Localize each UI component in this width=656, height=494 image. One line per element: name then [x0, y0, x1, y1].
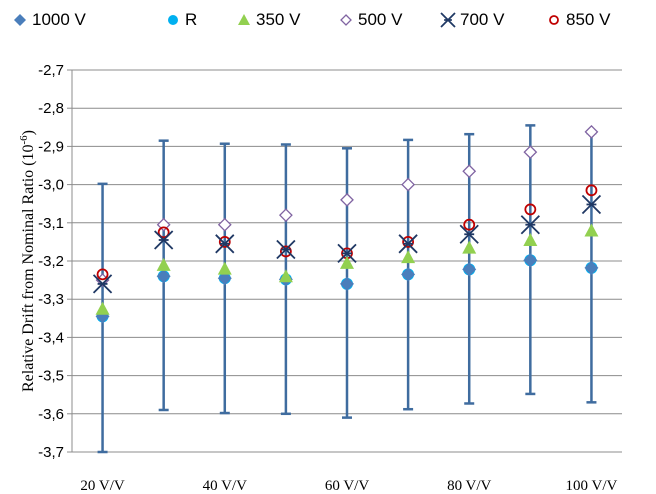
legend-marker-diamond-icon [14, 14, 26, 26]
y-tick-label: -3,5 [38, 368, 64, 385]
point-350-v [401, 250, 416, 264]
point-500-v [584, 124, 599, 139]
point-350-v [278, 269, 293, 283]
legend-label: 1000 V [32, 10, 86, 29]
legend-item-850-v: 850 V [546, 10, 610, 30]
legend-marker-star-icon [440, 12, 456, 28]
y-tick-label: -3,6 [38, 406, 64, 423]
point-500-v [278, 208, 293, 223]
y-tick-label: -3,1 [38, 215, 64, 232]
point-500-v [217, 217, 232, 232]
point-350-v [156, 257, 171, 271]
point-1000-v [156, 269, 171, 284]
point-1000-v [462, 262, 477, 277]
series-700-v [92, 194, 602, 294]
point-350-v [95, 301, 110, 315]
legend-label: 700 V [460, 10, 505, 29]
point-500-v [462, 164, 477, 179]
point-500-v [340, 192, 354, 207]
point-350-v [523, 232, 538, 246]
series-500-v [95, 124, 599, 288]
point-700-v [459, 224, 479, 244]
y-tick-label: -3,3 [38, 291, 64, 308]
legend-item-r: R [165, 10, 197, 30]
point-850-v [218, 235, 231, 248]
point-1000-v [217, 271, 232, 286]
point-700-v [398, 234, 418, 254]
legend: 1000 V R 350 V 500 V 700 V 850 V [0, 0, 656, 40]
point-700-v [520, 215, 540, 235]
legend-marker-open-diamond-icon [340, 14, 352, 26]
legend-label: R [185, 10, 198, 29]
point-700-v [154, 230, 174, 250]
legend-marker-triangle-icon [238, 14, 250, 25]
point-850-v [157, 226, 170, 239]
point-850-v [96, 268, 109, 281]
y-tick-label: -3,2 [38, 253, 64, 270]
legend-item-700-v: 700 V [440, 10, 504, 30]
y-axis-title: Relative Drift from Nominal Ratio (10-6) [18, 130, 37, 392]
x-tick-label: 40 V/V [203, 478, 247, 494]
y-tick-label: -3,0 [38, 177, 64, 194]
point-850-v [402, 235, 415, 248]
y-tick-label: -2,7 [38, 62, 64, 79]
point-350-v [340, 255, 354, 269]
series-1000-v [95, 253, 599, 324]
point-700-v [215, 234, 235, 254]
point-1000-v [523, 253, 538, 268]
point-700-v [276, 239, 296, 260]
point-850-v [463, 218, 476, 231]
legend-label: 850 V [566, 10, 611, 29]
point-500-v [523, 145, 538, 160]
legend-item-350-v: 350 V [236, 10, 300, 30]
legend-marker-open-circle-icon [549, 15, 559, 25]
y-tick-label: -2,9 [38, 138, 64, 155]
point-850-v [279, 245, 292, 258]
series-350-v [95, 223, 599, 315]
point-500-v [401, 177, 416, 192]
point-1000-v [401, 267, 416, 282]
legend-item-500-v: 500 V [338, 10, 402, 30]
point-350-v [462, 240, 477, 254]
x-tick-label: 80 V/V [447, 478, 491, 494]
point-850-v [585, 184, 598, 197]
legend-label: 500 V [358, 10, 403, 29]
legend-item-1000-v: 1000 V [12, 10, 86, 30]
point-1000-v [340, 276, 354, 291]
point-700-v [581, 194, 602, 215]
y-tick-label: -2,8 [38, 100, 64, 117]
x-tick-label: 60 V/V [325, 478, 369, 494]
y-tick-label: -3,7 [38, 444, 64, 461]
legend-label: 350 V [256, 10, 301, 29]
y-tick-label: -3,4 [38, 329, 64, 346]
x-tick-label: 100 V/V [566, 478, 618, 494]
legend-marker-circle-icon [168, 15, 178, 25]
point-350-v [217, 261, 232, 275]
point-1000-v [584, 260, 599, 275]
x-tick-label: 20 V/V [80, 478, 124, 494]
point-350-v [584, 223, 599, 237]
point-700-v [92, 274, 113, 294]
point-700-v [337, 243, 357, 263]
point-850-v [524, 203, 537, 216]
